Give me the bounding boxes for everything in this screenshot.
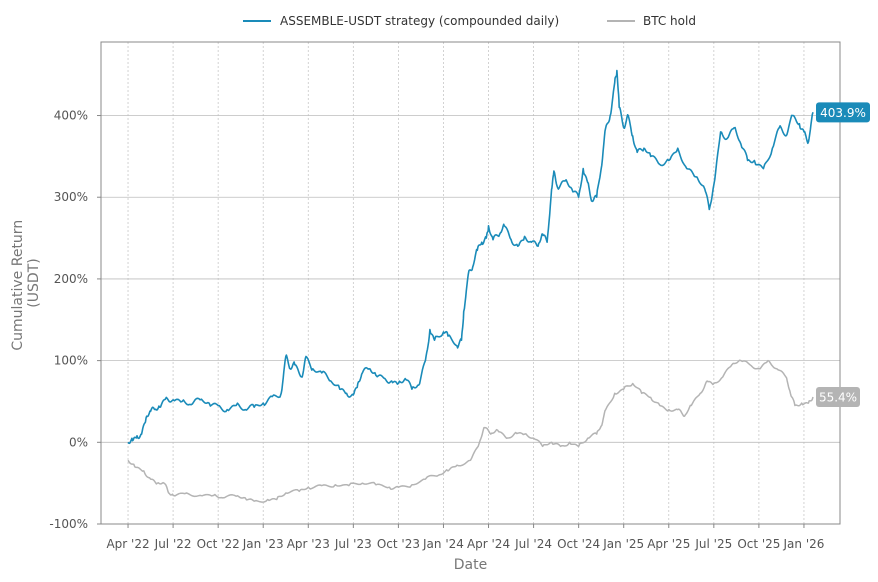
legend: ASSEMBLE-USDT strategy (compounded daily… [243, 14, 696, 28]
x-tick-label: Jul '25 [694, 537, 732, 551]
y-tick-label: 300% [54, 190, 88, 204]
x-tick-label: Jul '24 [514, 537, 552, 551]
x-tick-label: Jan '25 [602, 537, 644, 551]
x-tick-label: Jan '23 [242, 537, 284, 551]
x-tick-label: Oct '25 [737, 537, 780, 551]
x-tick-label: Jul '22 [154, 537, 192, 551]
x-tick-label: Oct '24 [557, 537, 600, 551]
x-tick-label: Oct '23 [377, 537, 420, 551]
y-axis-title-line-1: Cumulative Return [10, 220, 26, 351]
legend-label-btc: BTC hold [643, 14, 696, 28]
y-tick-label: 400% [54, 109, 88, 123]
plot-frame [100, 41, 841, 525]
series-line-strategy [127, 69, 814, 445]
y-axis-title: Cumulative Return (USDT) [10, 215, 42, 350]
x-tick-label: Apr '22 [106, 537, 149, 551]
end-label-strategy: 403.9% [820, 106, 866, 120]
x-tick-label: Apr '25 [647, 537, 690, 551]
x-tick-label: Jul '23 [334, 537, 372, 551]
x-gridlines [127, 42, 805, 524]
series-layer [127, 69, 814, 503]
y-tick-label: 200% [54, 272, 88, 286]
series-line-btc [127, 359, 814, 503]
x-tick-label: Apr '23 [287, 537, 330, 551]
x-axis-title: Date [454, 557, 487, 573]
x-tick-label: Oct '22 [197, 537, 240, 551]
x-tick-label: Apr '24 [467, 537, 510, 551]
x-axis-ticks: Apr '22 Jul '22 Oct '22 Jan '23 Apr '23 Jul '… [106, 524, 824, 551]
x-tick-label: Jan '26 [783, 537, 825, 551]
y-tick-label: 100% [54, 354, 88, 368]
y-axis-ticks: -100% 0% 100% 200% 300% 400% [49, 109, 101, 531]
end-value-badges: 55.4% 403.9% [816, 102, 870, 408]
y-tick-label: -100% [49, 517, 88, 531]
end-label-btc: 55.4% [819, 391, 857, 405]
y-axis-title-line-2: (USDT) [26, 258, 42, 307]
end-badge-strategy [816, 102, 870, 123]
y-tick-label: 0% [69, 435, 88, 449]
x-tick-label: Jan '24 [422, 537, 464, 551]
end-badge-btc [816, 387, 860, 408]
legend-label-strategy: ASSEMBLE-USDT strategy (compounded daily… [280, 14, 559, 28]
